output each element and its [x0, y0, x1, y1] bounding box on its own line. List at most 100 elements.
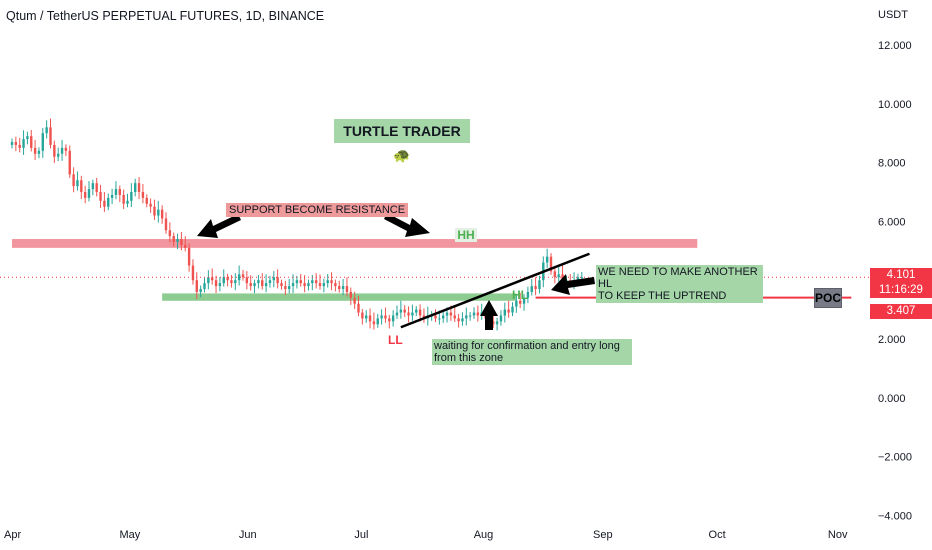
y-tick-label: 6.000: [878, 216, 906, 228]
candle-body: [145, 197, 148, 204]
candle-body: [26, 136, 29, 140]
candle-body: [492, 321, 495, 325]
candle-body: [445, 312, 449, 316]
candle-body: [80, 180, 83, 192]
candle-body: [295, 280, 299, 284]
candle-body: [49, 127, 52, 145]
y-tick-label: 2.000: [878, 334, 906, 346]
candle-body: [237, 274, 241, 281]
poc-label: POC: [814, 288, 842, 308]
candle-body: [407, 312, 410, 316]
candle-body: [353, 297, 356, 304]
candle-body: [580, 277, 583, 279]
candle-body: [118, 189, 121, 195]
candle-body: [64, 147, 68, 151]
candle-body: [195, 280, 198, 292]
candle-body: [57, 153, 60, 157]
y-tick-label: −2.000: [878, 452, 912, 464]
hl-support-zone: [162, 293, 517, 301]
candle-body: [384, 315, 387, 319]
candle-body: [207, 277, 210, 284]
candle-body: [461, 318, 464, 322]
candle-body: [222, 277, 225, 284]
time-axis[interactable]: Apr May Jun Jul Aug Sep Oct Nov: [4, 529, 848, 541]
candle-body: [33, 147, 37, 154]
candle-body: [418, 309, 422, 316]
candle-body: [519, 300, 522, 304]
candle-body: [176, 239, 179, 242]
symbol-title[interactable]: Qtum / TetherUS PERPETUAL FUTURES, 1D, B…: [6, 9, 325, 23]
candle-body: [468, 315, 472, 317]
x-tick-label: Aug: [474, 529, 494, 541]
candle-body: [338, 286, 341, 290]
candle-body: [180, 239, 183, 245]
candle-body: [449, 312, 453, 316]
x-tick-label: Oct: [709, 529, 726, 541]
candle-body: [126, 200, 129, 204]
candle-body: [203, 283, 206, 290]
candle-body: [522, 297, 526, 304]
candle-body: [476, 312, 480, 316]
candle-body: [299, 280, 302, 284]
candle-body: [241, 274, 245, 278]
candle-body: [37, 150, 41, 154]
candle-body: [399, 309, 403, 313]
candle-body: [576, 277, 580, 281]
x-tick-label: Jul: [354, 529, 368, 541]
candle-body: [403, 309, 406, 313]
candle-body: [388, 318, 391, 322]
candle-body: [557, 274, 560, 278]
candle-body: [10, 142, 14, 145]
candle-body: [226, 277, 229, 281]
candle-body: [457, 318, 460, 322]
candle-body: [507, 309, 510, 313]
candle-body: [45, 127, 48, 134]
candle-body: [334, 283, 337, 287]
turtle-trader-tag[interactable]: TURTLE TRADER 🐢: [334, 119, 470, 163]
candle-body: [168, 230, 172, 237]
candle-body: [395, 312, 399, 316]
candle-body: [199, 289, 202, 292]
candle-body: [141, 192, 145, 198]
need-hl-note[interactable]: WE NEED TO MAKE ANOTHER HL TO KEEP THE U…: [596, 265, 763, 303]
candle-body: [291, 283, 295, 287]
candle-body: [245, 277, 249, 284]
countdown-label: 11:16:29: [879, 284, 923, 296]
candle-body: [345, 286, 349, 292]
candle-body: [326, 280, 329, 284]
candle-body: [349, 291, 352, 298]
candle-body: [318, 283, 322, 287]
candle-body: [453, 315, 456, 319]
candle-body: [307, 283, 310, 287]
x-tick-label: May: [120, 529, 141, 541]
candle-body: [411, 312, 414, 316]
candle-body: [130, 192, 133, 201]
currency-label: USDT: [878, 9, 908, 21]
y-tick-label: 12.000: [878, 40, 912, 52]
candle-body: [415, 309, 418, 313]
candle-body: [530, 286, 533, 292]
candle-body: [311, 280, 314, 284]
candle-body: [91, 183, 95, 190]
candle-body: [18, 144, 21, 148]
support-resistance-note[interactable]: SUPPORT BECOME RESISTANCE: [226, 203, 409, 217]
x-tick-label: Sep: [593, 529, 613, 541]
y-tick-label: −4.000: [878, 510, 912, 522]
candle-body: [68, 150, 71, 175]
candle-body: [95, 183, 98, 192]
candle-body: [538, 280, 541, 290]
candle-body: [465, 315, 468, 319]
candle-body: [53, 144, 56, 157]
y-tick-label: 0.000: [878, 393, 906, 405]
candle-body: [60, 147, 64, 154]
last-price-box: 4.101 11:16:29: [870, 268, 932, 298]
candle-body: [172, 236, 175, 242]
candle-body: [149, 203, 152, 207]
x-tick-label: Nov: [828, 529, 848, 541]
waiting-note[interactable]: waiting for confirmation and entry long …: [432, 339, 632, 365]
arrow-left-resistance: [197, 214, 241, 238]
y-tick-label: 10.000: [878, 99, 912, 111]
candle-body: [14, 142, 18, 145]
candle-body: [288, 286, 291, 290]
